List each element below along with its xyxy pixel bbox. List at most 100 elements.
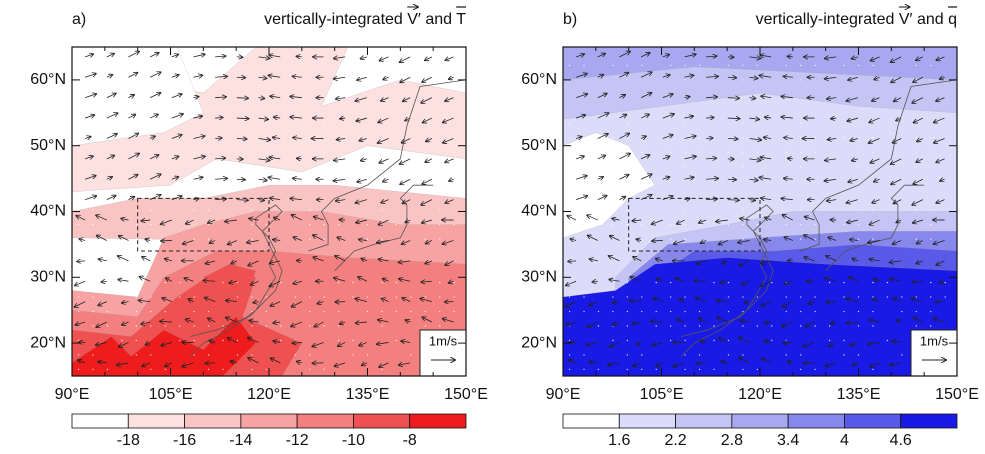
- wind-arrow: [357, 179, 367, 182]
- stipple: [800, 64, 802, 67]
- stipple: [424, 151, 426, 153]
- wind-arrow: [781, 198, 793, 199]
- wind-arrow: [684, 177, 693, 179]
- wind-arrow: [936, 158, 945, 162]
- stipple: [944, 296, 946, 298]
- wind-arrow: [215, 97, 226, 98]
- stipple: [872, 209, 874, 211]
- wind-arrow: [804, 235, 815, 241]
- y-tick-label: 60°N: [521, 71, 557, 88]
- stipple: [800, 238, 802, 240]
- wind-arrow: [852, 258, 858, 260]
- wind-arrow: [248, 338, 259, 343]
- stipple: [236, 339, 239, 342]
- stipple: [872, 325, 874, 327]
- colorbar-swatch: [296, 413, 354, 429]
- wind-arrow: [749, 118, 759, 119]
- wind-arrow: [896, 320, 902, 322]
- wind-arrow: [85, 137, 91, 139]
- stipple: [135, 310, 138, 313]
- wind-arrow: [356, 322, 367, 323]
- wind-arrow: [449, 179, 454, 181]
- stipple: [366, 64, 369, 67]
- wind-arrow: [378, 320, 389, 322]
- stipple: [698, 223, 701, 226]
- stipple: [727, 339, 730, 342]
- stipple: [915, 64, 917, 67]
- wind-arrow: [405, 220, 411, 222]
- wind-arrow: [297, 158, 302, 159]
- wind-arrow: [273, 322, 281, 323]
- stipple: [92, 137, 94, 139]
- stipple: [280, 339, 282, 342]
- wind-arrow: [209, 341, 216, 343]
- stipple: [626, 166, 629, 168]
- wind-arrow: [425, 261, 433, 264]
- colorbar-swatch: [675, 413, 733, 429]
- wind-arrow: [868, 342, 880, 344]
- wind-arrow: [313, 257, 324, 262]
- wind-arrow: [96, 342, 107, 345]
- wind-arrow: [258, 159, 269, 161]
- wind-arrow: [846, 199, 858, 203]
- stipple: [77, 310, 80, 313]
- stipple: [756, 296, 759, 298]
- stipple: [77, 238, 80, 240]
- wind-arrow: [721, 361, 728, 363]
- wind-arrow: [874, 77, 880, 79]
- stipple: [612, 281, 614, 284]
- wind-arrow: [149, 72, 161, 78]
- wind-arrow: [142, 362, 151, 367]
- stipple: [439, 151, 441, 153]
- wind-arrow: [377, 342, 389, 344]
- wind-arrow: [783, 76, 793, 77]
- stipple: [626, 137, 629, 139]
- stipple: [828, 325, 831, 327]
- stipple: [222, 368, 224, 371]
- stipple: [265, 122, 268, 125]
- wind-arrow: [421, 281, 432, 282]
- wind-arrow: [171, 196, 182, 201]
- wind-arrow: [597, 196, 607, 201]
- stipple: [669, 281, 672, 284]
- wind-arrow: [912, 281, 923, 282]
- wind-arrow: [684, 116, 693, 118]
- stipple: [92, 122, 94, 125]
- wind-arrow: [273, 240, 281, 241]
- wind-arrow: [849, 277, 859, 282]
- wind-arrow: [934, 117, 945, 122]
- stipple: [207, 122, 210, 125]
- stipple: [612, 64, 614, 67]
- stipple: [439, 325, 441, 327]
- wind-arrow: [761, 301, 772, 306]
- stipple: [727, 281, 730, 284]
- stipple: [453, 151, 455, 153]
- wind-arrow: [361, 159, 367, 161]
- wind-arrow: [759, 177, 772, 179]
- stipple: [930, 209, 932, 211]
- wind-arrow: [913, 317, 924, 323]
- wind-arrow: [565, 301, 577, 307]
- stipple: [626, 223, 629, 226]
- title-part: ′ and: [910, 11, 949, 28]
- wind-arrow: [378, 138, 389, 143]
- stipple: [150, 79, 152, 81]
- stipple: [771, 339, 773, 342]
- stipple: [814, 137, 816, 139]
- stipple: [800, 151, 802, 153]
- wind-arrow: [827, 200, 837, 201]
- stipple: [207, 64, 210, 67]
- stipple: [742, 296, 744, 298]
- wind-arrow: [808, 302, 815, 304]
- colorbar-label: 4.6: [890, 432, 912, 449]
- wind-arrow: [783, 342, 793, 343]
- wind-arrow: [761, 96, 772, 98]
- stipple: [77, 354, 80, 356]
- wind-arrow: [314, 321, 324, 327]
- wind-arrow: [684, 136, 695, 139]
- stipple: [843, 310, 845, 313]
- stipple: [698, 368, 701, 371]
- wind-arrow: [122, 322, 129, 325]
- stipple: [323, 209, 325, 211]
